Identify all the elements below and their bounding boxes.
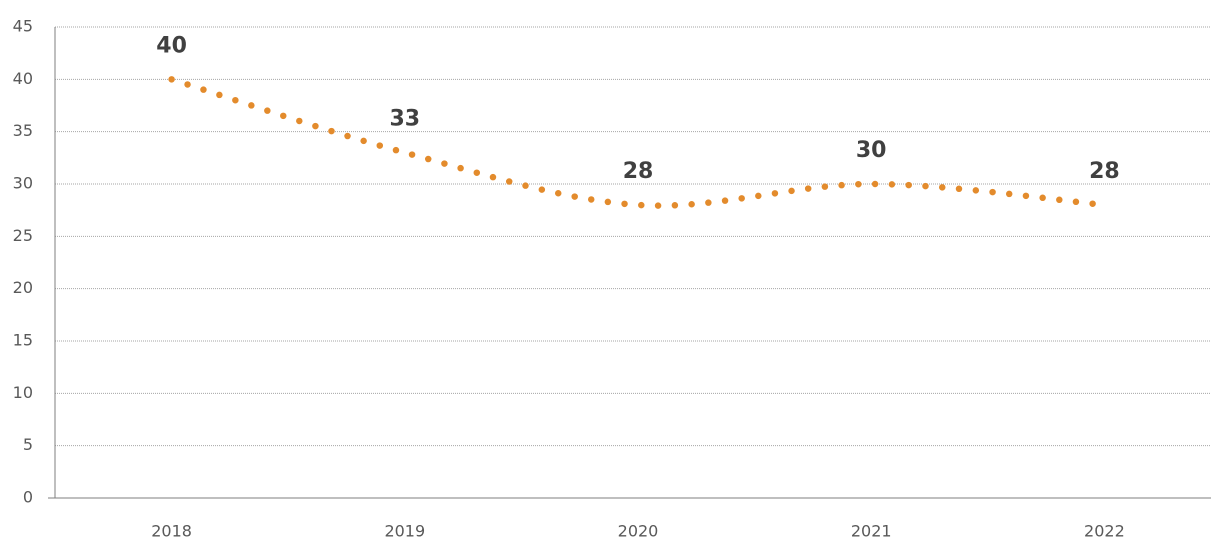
x-tick-label: 2020 [618,522,659,541]
line [168,76,1108,209]
y-tick-label: 15 [13,331,33,350]
data-label: 33 [389,107,420,132]
y-tick-label: 5 [23,435,33,454]
y-tick-label: 30 [13,174,33,193]
x-tick-label: 2022 [1084,522,1125,541]
data-label: 28 [1089,159,1120,184]
x-tick-label: 2018 [151,522,192,541]
data-label: 30 [856,138,887,163]
y-tick-label: 40 [13,69,33,88]
y-tick-label: 10 [13,383,33,402]
x-tick-label: 2021 [851,522,892,541]
y-tick-label: 45 [13,17,33,36]
data-label: 28 [623,159,654,184]
x-tick-label: 2019 [384,522,425,541]
y-tick-label: 25 [13,226,33,245]
data-label: 40 [156,33,187,58]
y-tick-label: 20 [13,278,33,297]
y-tick-label: 35 [13,121,33,140]
y-tick-label: 0 [23,488,33,507]
